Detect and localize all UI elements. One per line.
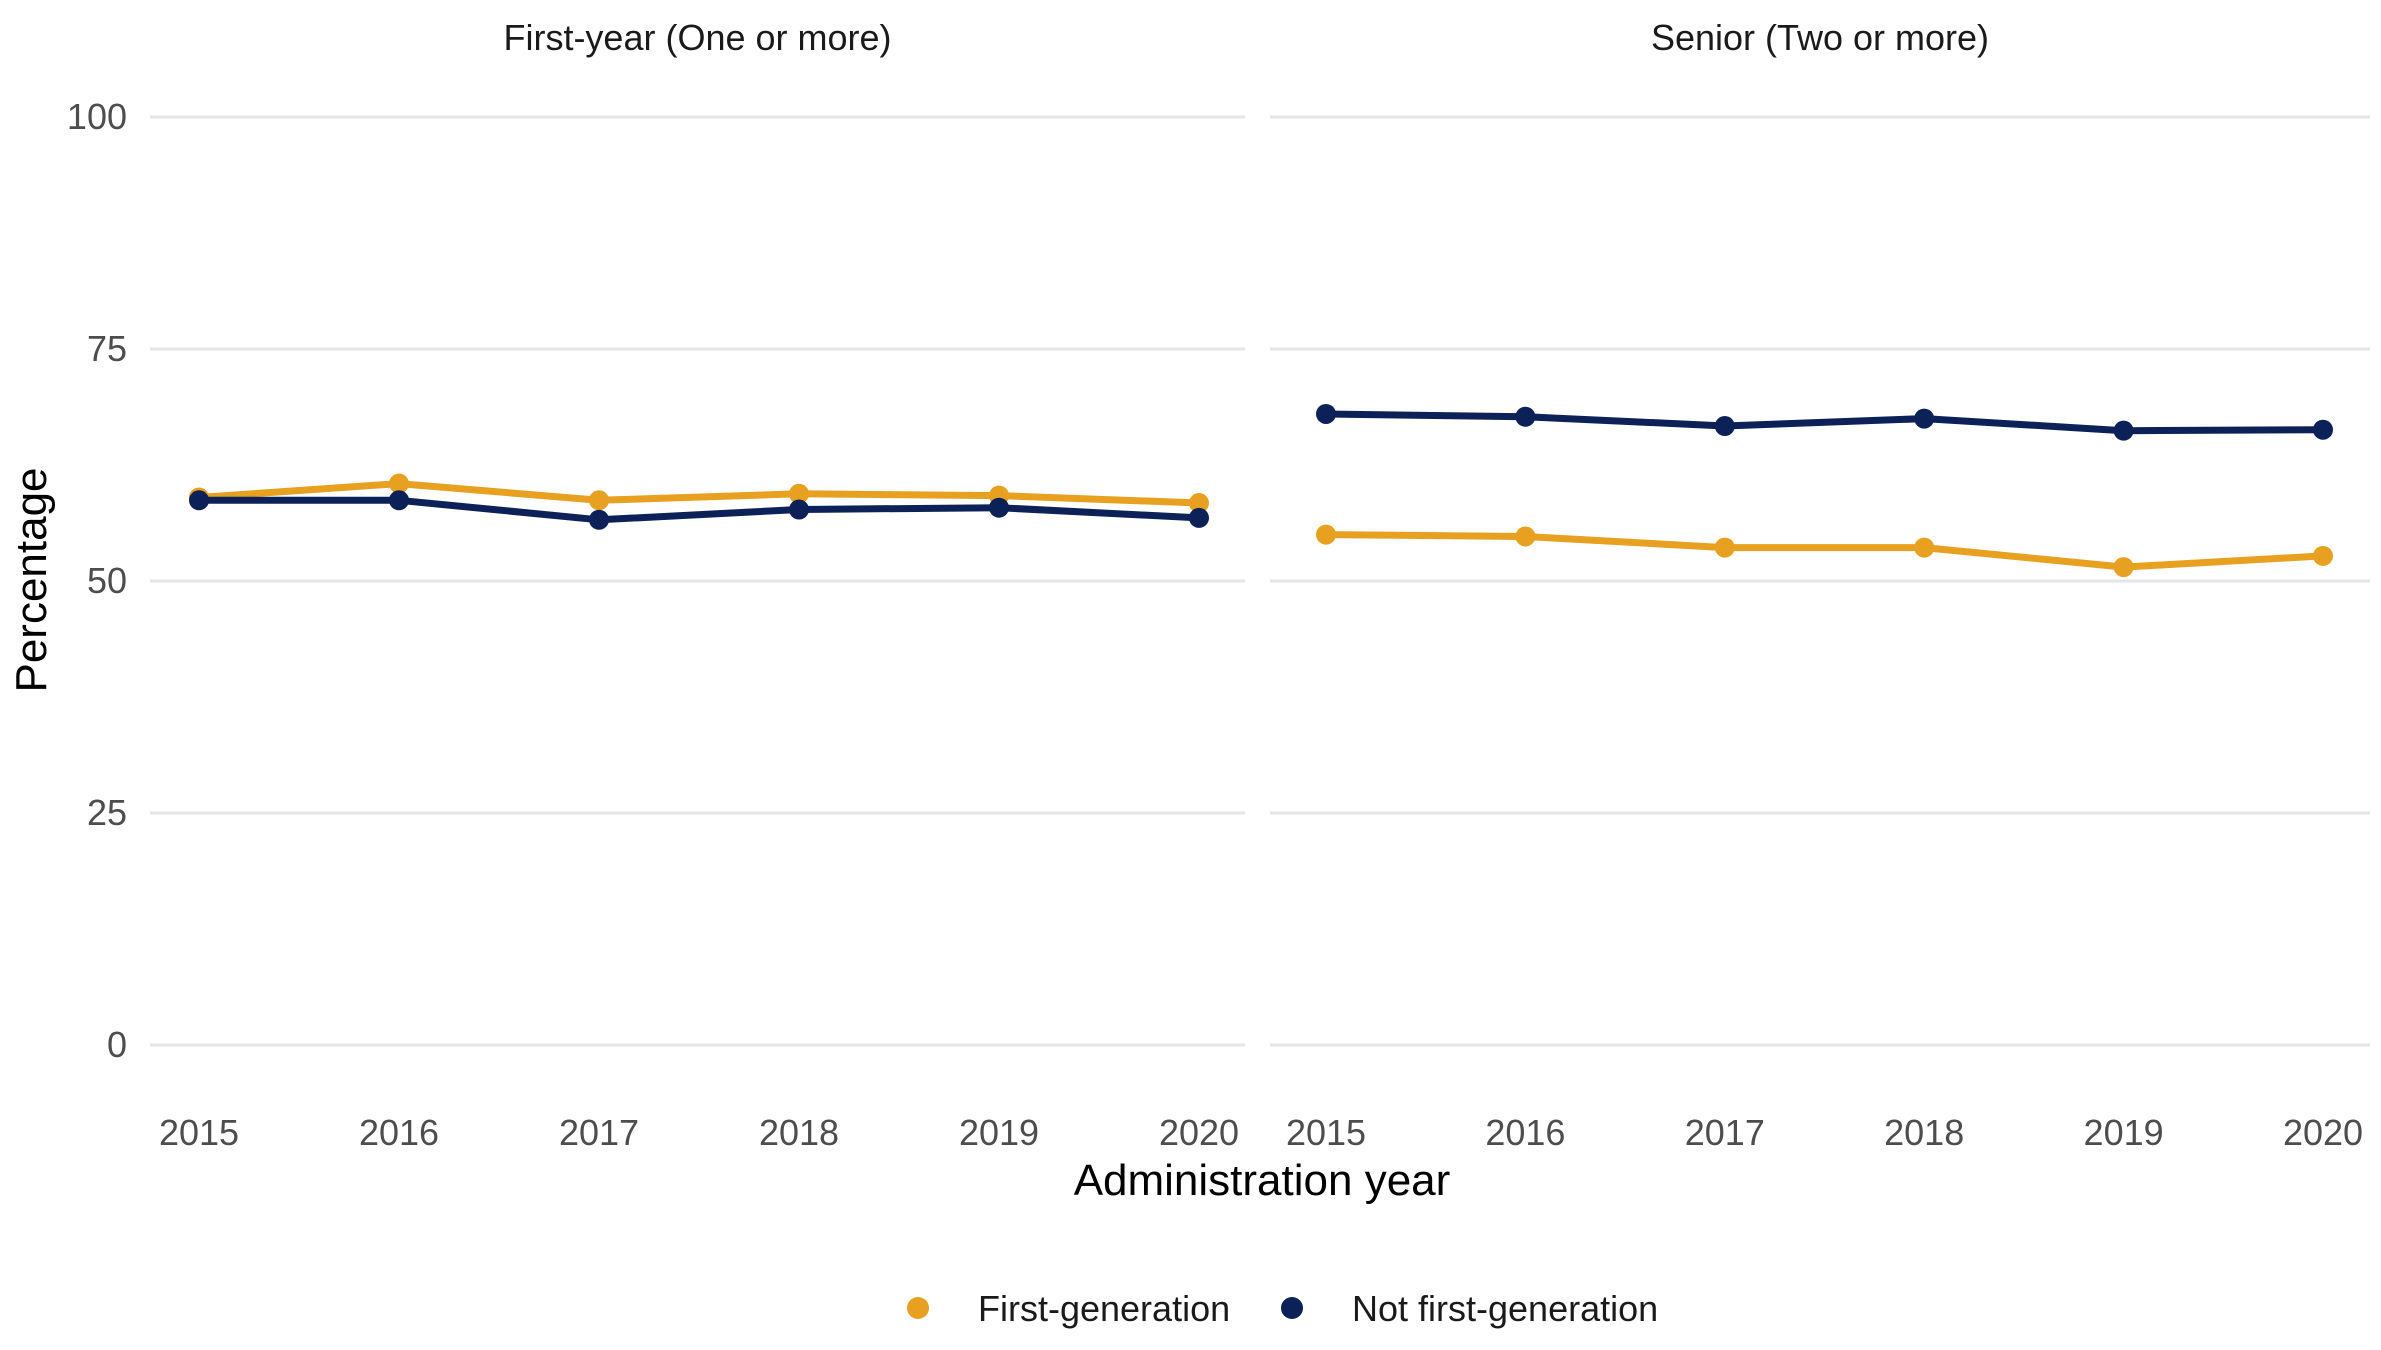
data-point — [1316, 403, 1336, 424]
x-tick-label: 2017 — [559, 1112, 639, 1153]
data-point — [1515, 526, 1536, 547]
x-tick-label: 2015 — [159, 1112, 239, 1153]
x-tick-label: 2020 — [2283, 1112, 2363, 1153]
series-first-generation-panel-2 — [1316, 524, 2333, 578]
data-point — [2113, 557, 2134, 578]
data-point — [2313, 545, 2333, 566]
series-line — [1322, 531, 2327, 571]
x-tick-label: 2017 — [1685, 1112, 1765, 1153]
legend-label: Not first-generation — [1352, 1288, 1658, 1329]
x-tick-label: 2019 — [959, 1112, 1039, 1153]
x-tick-label: 2018 — [759, 1112, 839, 1153]
y-tick-label: 0 — [107, 1024, 127, 1065]
legend: First-generation Not first-generation — [907, 1288, 1658, 1329]
y-axis-title: Percentage — [7, 467, 56, 692]
legend-marker — [907, 1297, 929, 1319]
data-point — [189, 490, 209, 511]
y-tick-label: 25 — [87, 792, 127, 833]
x-tick-label: 2018 — [1884, 1112, 1964, 1153]
legend-marker — [1281, 1297, 1303, 1319]
series-line — [195, 496, 1203, 524]
series-layer — [189, 403, 2333, 578]
data-point — [989, 497, 1009, 518]
x-tick-label: 2019 — [2084, 1112, 2164, 1153]
data-point — [2113, 420, 2134, 441]
data-point — [1714, 416, 1735, 437]
series-line — [1322, 410, 2327, 435]
data-point — [1515, 406, 1536, 427]
legend-item-not-first-generation: Not first-generation — [1281, 1288, 1658, 1329]
data-point — [389, 473, 409, 494]
data-point — [1914, 408, 1935, 429]
x-tick-label: 2015 — [1286, 1112, 1366, 1153]
x-tick-label: 2016 — [359, 1112, 439, 1153]
data-point — [789, 499, 809, 520]
series-not-first-generation-panel-1 — [189, 490, 1209, 530]
data-point — [1914, 537, 1935, 558]
x-axis-ticks: 2015 2016 2017 2018 2019 2020 2015 2016 2017 2018… — [159, 1112, 2363, 1153]
data-point — [789, 483, 809, 504]
x-axis-title: Administration year — [1074, 1156, 1451, 1205]
legend-label: First-generation — [978, 1288, 1230, 1329]
y-tick-label: 100 — [67, 96, 127, 137]
x-tick-label: 2016 — [1485, 1112, 1565, 1153]
series-not-first-generation-panel-2 — [1316, 403, 2333, 441]
panel-title: First-year (One or more) — [503, 17, 891, 58]
data-point — [1316, 524, 1336, 545]
data-point — [589, 490, 609, 511]
grid-layer — [150, 115, 2370, 1047]
panel-title: Senior (Two or more) — [1651, 17, 1989, 58]
x-tick-label: 2020 — [1159, 1112, 1239, 1153]
data-point — [389, 490, 409, 511]
y-axis-ticks: 0 25 50 75 100 — [67, 96, 127, 1065]
series-line — [195, 480, 1203, 507]
y-tick-label: 50 — [87, 560, 127, 601]
data-point — [1189, 493, 1209, 514]
data-point — [1714, 537, 1735, 558]
legend-item-first-generation: First-generation — [907, 1288, 1230, 1329]
y-tick-label: 75 — [87, 328, 127, 369]
panel-titles: First-year (One or more) Senior (Two or m… — [503, 17, 1989, 58]
data-point — [2313, 419, 2333, 440]
data-point — [589, 509, 609, 530]
data-point — [1189, 507, 1209, 528]
